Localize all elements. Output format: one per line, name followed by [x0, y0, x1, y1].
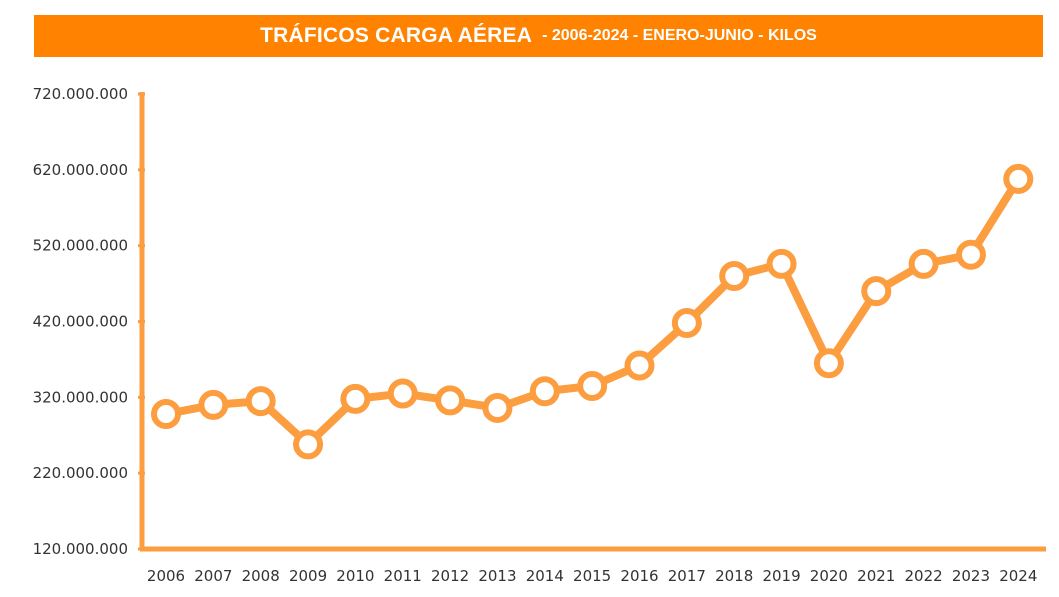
y-tick-label: 420.000.000	[33, 313, 128, 331]
data-point	[955, 239, 986, 270]
y-tick-label: 620.000.000	[33, 161, 128, 179]
y-tick-label: 120.000.000	[33, 540, 128, 558]
x-tick-label: 2006	[147, 567, 185, 585]
chart-title: TRÁFICOS CARGA AÉREA	[260, 24, 533, 47]
data-point	[482, 392, 513, 423]
x-tick-label: 2019	[762, 567, 800, 585]
series-line	[162, 174, 1023, 449]
x-tick-label: 2022	[905, 567, 943, 585]
data-point	[766, 248, 797, 279]
x-tick-label: 2015	[573, 567, 611, 585]
data-point	[624, 350, 655, 381]
chart-subtitle: - 2006-2024 - ENERO-JUNIO - KILOS	[542, 27, 817, 44]
x-tick-label: 2011	[384, 567, 422, 585]
x-tick-label: 2018	[715, 567, 753, 585]
x-tick-label: 2009	[289, 567, 327, 585]
data-point	[861, 276, 892, 307]
x-tick-label: 2008	[242, 567, 280, 585]
data-point	[908, 248, 939, 279]
data-point	[245, 386, 276, 417]
chart-axes	[139, 92, 1046, 552]
data-point	[151, 399, 181, 430]
y-tick-label: 220.000.000	[33, 464, 128, 482]
x-axis-ticks: 2006 2007 2008 2009 2010 2011 2012 2013 2014 2015…	[147, 567, 1037, 585]
series-group	[151, 163, 1034, 460]
data-point	[435, 385, 466, 416]
x-tick-label: 2017	[668, 567, 706, 585]
x-tick-label: 2020	[810, 567, 848, 585]
data-point	[340, 383, 371, 414]
x-tick-label: 2013	[478, 567, 516, 585]
data-point	[671, 308, 702, 339]
data-point	[387, 378, 418, 409]
y-tick-label: 720.000.000	[33, 85, 128, 103]
chart-title-bar: TRÁFICOS CARGA AÉREA - 2006-2024 - ENERO…	[34, 15, 1043, 57]
y-axis-ticks: 120.000.000 220.000.000 320.000.000 420.000…	[33, 85, 145, 558]
data-point	[198, 389, 229, 420]
y-tick-label: 520.000.000	[33, 237, 128, 255]
x-tick-label: 2007	[194, 567, 232, 585]
x-tick-label: 2023	[952, 567, 990, 585]
x-tick-label: 2024	[999, 567, 1037, 585]
data-point	[577, 370, 608, 401]
data-point	[1003, 163, 1034, 194]
x-tick-label: 2021	[857, 567, 895, 585]
x-tick-label: 2016	[620, 567, 658, 585]
y-tick-label: 320.000.000	[33, 388, 128, 406]
x-tick-label: 2014	[526, 567, 564, 585]
data-point	[813, 348, 844, 379]
data-point	[719, 261, 750, 291]
x-tick-label: 2010	[336, 567, 374, 585]
data-point	[529, 376, 560, 407]
x-tick-label: 2012	[431, 567, 469, 585]
data-point	[293, 429, 324, 460]
